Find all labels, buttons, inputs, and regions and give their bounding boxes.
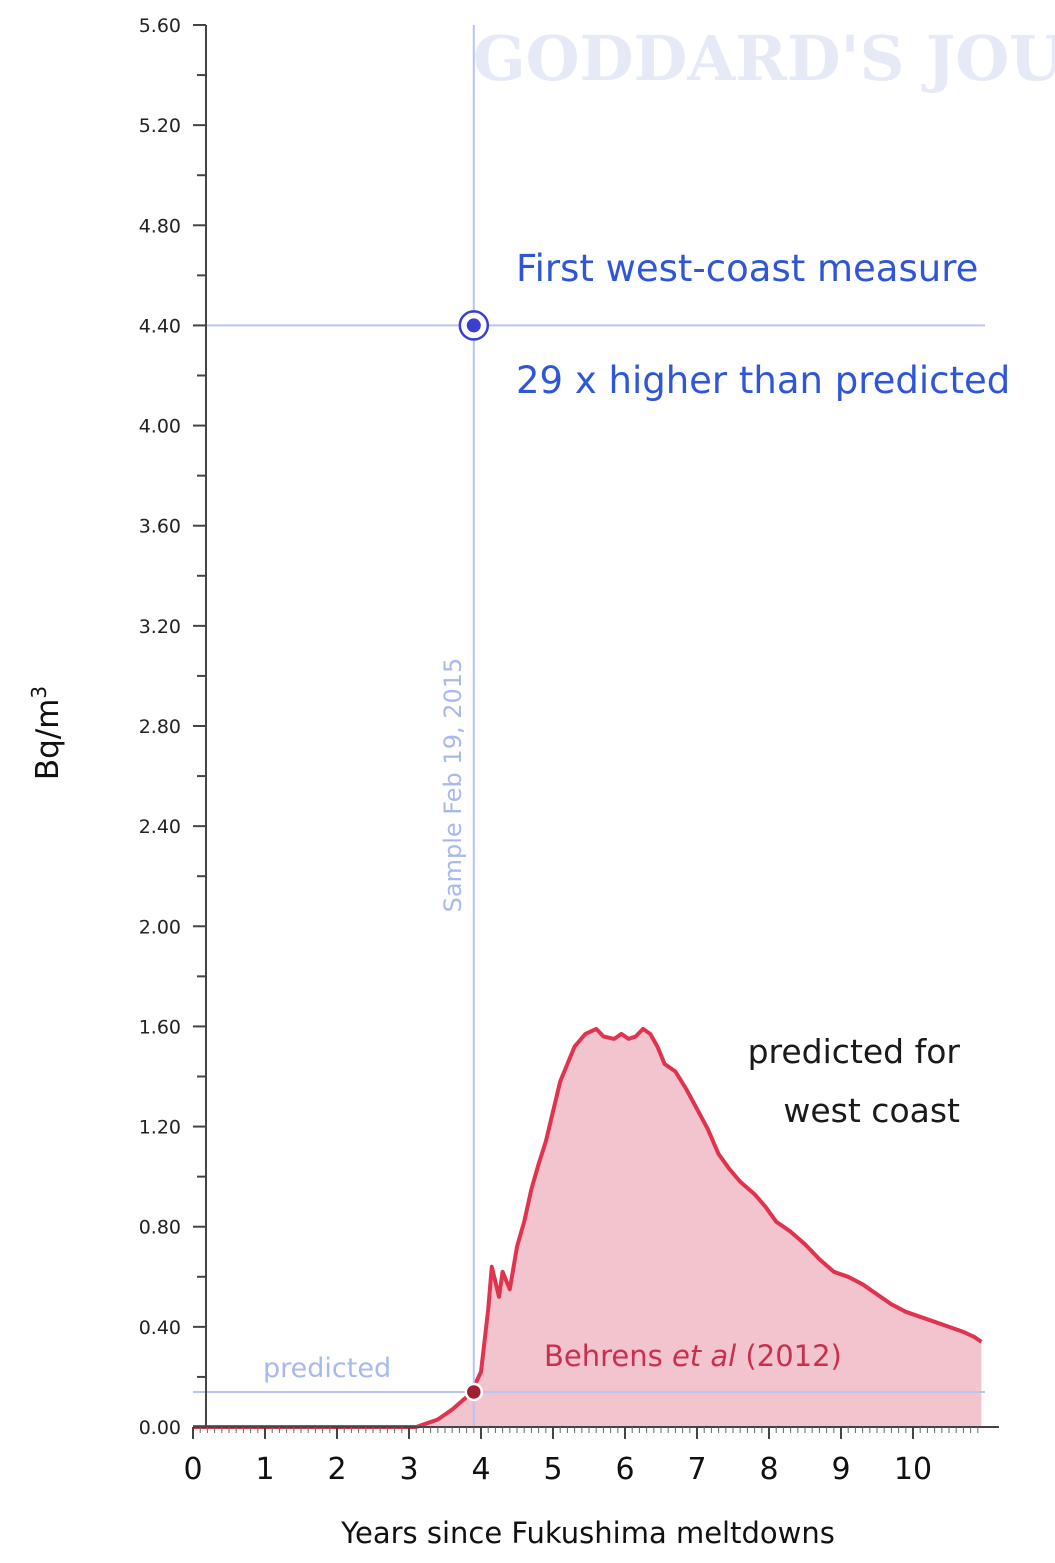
x-tick-label: 2	[327, 1452, 346, 1487]
y-tick-label: 0.40	[139, 1317, 181, 1339]
predicted-area-fill	[193, 1028, 982, 1427]
x-tick-label: 8	[759, 1452, 778, 1487]
x-tick-label: 3	[399, 1452, 418, 1487]
x-tick-label: 4	[471, 1452, 490, 1487]
x-tick-label: 1	[255, 1452, 274, 1487]
y-tick-label: 2.80	[139, 716, 181, 738]
y-tick-label: 0.00	[139, 1417, 181, 1439]
y-tick-label: 5.20	[139, 115, 181, 137]
predicted-series-line	[193, 1026, 983, 1429]
y-tick-label: 4.40	[139, 315, 181, 337]
x-tick-label: 5	[543, 1452, 562, 1487]
y-tick-label: 4.80	[139, 215, 181, 237]
data-points	[458, 310, 490, 1402]
measurement-title-annotation: First west-coast measure	[516, 247, 978, 290]
measurement-ratio-annotation: 29 x higher than predicted	[516, 359, 1010, 402]
y-tick-label: 1.60	[139, 1016, 181, 1038]
y-tick-label: 3.60	[139, 516, 181, 538]
x-tick-label: 10	[894, 1452, 932, 1487]
x-tick-label: 7	[687, 1452, 706, 1487]
x-axis-title: Years since Fukushima meltdowns	[340, 1516, 835, 1550]
curve-label-line2: west coast	[783, 1091, 960, 1130]
y-tick-label: 2.00	[139, 916, 181, 938]
measurement-point	[466, 318, 481, 333]
predicted-point	[464, 1382, 484, 1402]
y-tick-label: 3.20	[139, 616, 181, 638]
y-axis-ticks: 0.00 0.40 0.80 1.20 1.60 2.00 2.40 2.80 3.20 3.60…	[139, 15, 206, 1439]
y-axis-title: Bq/m3	[27, 686, 66, 780]
y-tick-label: 2.40	[139, 816, 181, 838]
x-axis-ticks: 0 1 2 3 4 5 6 7 8 9 10	[183, 1427, 979, 1487]
y-tick-label: 0.80	[139, 1217, 181, 1239]
y-tick-label: 1.20	[139, 1117, 181, 1139]
x-tick-label: 0	[183, 1452, 202, 1487]
x-tick-label: 6	[615, 1452, 634, 1487]
watermark-logo: GODDARD'S JOURNAL	[473, 22, 1055, 95]
y-tick-label: 4.00	[139, 416, 181, 438]
y-tick-label: 5.60	[139, 15, 181, 37]
x-tick-label: 9	[831, 1452, 850, 1487]
source-citation-label: Behrens et al (2012)	[544, 1339, 842, 1373]
predicted-guide-label: predicted	[263, 1353, 391, 1384]
curve-label-line1: predicted for	[748, 1032, 961, 1071]
watermark-text: GODDARD'S JOURNAL	[473, 22, 1055, 95]
sample-date-label: Sample Feb 19, 2015	[439, 658, 467, 913]
